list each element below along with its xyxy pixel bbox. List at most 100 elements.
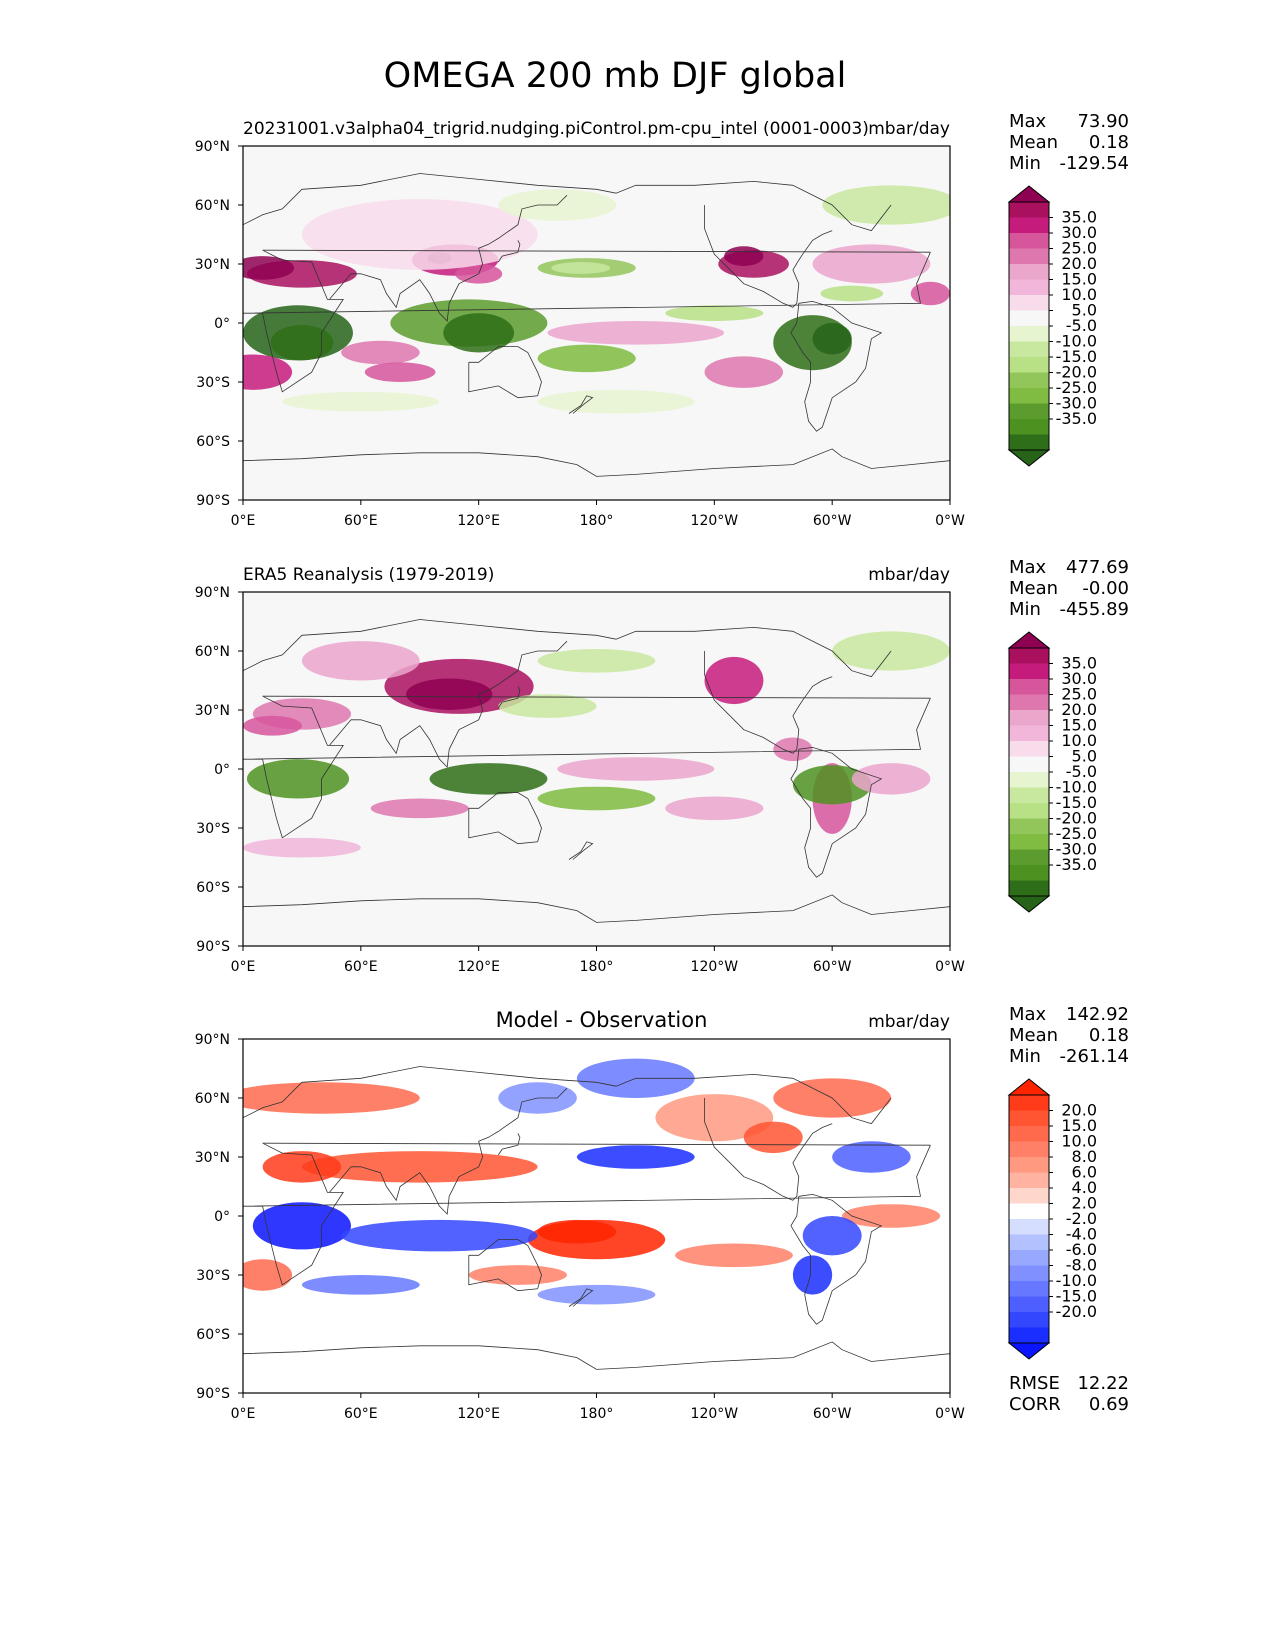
field-patch [704, 356, 784, 388]
coastline [329, 1087, 568, 1215]
y-tick-label: 60°S [196, 880, 230, 896]
colorbar-segment [1009, 648, 1049, 664]
colorbar-label: -10.0 [1056, 1271, 1097, 1290]
colorbar-segment [1009, 849, 1049, 866]
coastline [790, 1193, 883, 1325]
colorbar-segment [1009, 217, 1049, 234]
coastline [790, 746, 883, 878]
stat-min-value: -129.54 [1060, 153, 1129, 174]
colorbar-label: 10.0 [1061, 731, 1097, 750]
y-tick-label: 60°N [195, 644, 230, 660]
field-patch [675, 1243, 793, 1268]
field-patch [243, 354, 293, 390]
colorbar-label: -5.0 [1066, 762, 1097, 781]
colorbar-label: 15.0 [1061, 716, 1097, 735]
colorbar-segment [1009, 787, 1049, 804]
colorbar-segment [1009, 865, 1049, 881]
colorbar-label: 25.0 [1061, 685, 1097, 704]
y-tick-label: 30°S [196, 821, 230, 837]
field-patch [802, 1216, 862, 1256]
colorbar-label: 5.0 [1072, 747, 1097, 766]
field-patch [724, 246, 764, 266]
stat-min-label: Min [1009, 599, 1041, 620]
colorbar-label: 20.0 [1061, 254, 1097, 273]
field-patch [246, 759, 350, 799]
field-patch [498, 694, 597, 718]
field-patch [243, 1082, 420, 1114]
field-patch [773, 737, 813, 762]
colorbar-label: 20.0 [1061, 1101, 1097, 1120]
coastline [790, 300, 883, 432]
colorbar-segment [1009, 1126, 1049, 1142]
map-layer [243, 1039, 950, 1393]
x-tick-label: 60°W [813, 513, 852, 529]
colorbar-segment [1009, 279, 1049, 296]
field-patch [812, 244, 931, 284]
colorbar-segment [1009, 326, 1049, 342]
colorbar-label: -30.0 [1056, 840, 1097, 859]
colorbar-segment [1009, 1296, 1049, 1313]
y-tick-label: 0° [214, 762, 230, 778]
colorbar-segment [1009, 1157, 1049, 1173]
field-patch [547, 321, 725, 345]
field-patch [243, 837, 361, 858]
colorbar-segment [1009, 248, 1049, 265]
rmse-value: 12.22 [1077, 1373, 1129, 1394]
colorbar-label: 10.0 [1061, 285, 1097, 304]
colorbar-label: -4.0 [1066, 1225, 1097, 1244]
y-tick-label: 30°N [195, 257, 230, 273]
panel-difference: 0°E 60°E 120°E 180° 120°W 60°W 0°W 90°N 60°N 30°N… [195, 1004, 1129, 1422]
stat-max-value: 142.92 [1066, 1004, 1129, 1025]
map-layer [243, 592, 950, 946]
colorbar-label: 35.0 [1061, 654, 1097, 673]
colorbar-segment [1009, 310, 1049, 327]
y-tick-label: 60°N [195, 1091, 230, 1107]
x-tick-label: 0°W [935, 1406, 965, 1422]
colorbar-segment [1009, 772, 1049, 788]
stat-max-label: Max [1009, 557, 1047, 578]
colorbar-segment [1009, 1188, 1049, 1204]
coastline [243, 1142, 931, 1286]
colorbar-extend-top [1007, 1078, 1051, 1096]
colorbar-label: 4.0 [1072, 1178, 1097, 1197]
x-tick-label: 0°E [231, 1406, 256, 1422]
colorbar-label: -10.0 [1056, 778, 1097, 797]
x-tick-label: 0°W [935, 959, 965, 975]
coastline [568, 841, 594, 860]
colorbar-label: -8.0 [1066, 1256, 1097, 1275]
x-tick-label: 120°W [691, 513, 739, 529]
field-patch [406, 678, 493, 710]
colorbar-label: -25.0 [1056, 824, 1097, 843]
stat-max-label: Max [1009, 1004, 1047, 1025]
colorbar-label: -30.0 [1056, 394, 1097, 413]
rmse-label: RMSE [1009, 1373, 1060, 1394]
coastline [468, 346, 542, 399]
x-tick-label: 120°E [457, 513, 500, 529]
colorbar-segment [1009, 741, 1049, 757]
colorbar-segment [1009, 834, 1049, 850]
panel-units: mbar/day [868, 1012, 950, 1032]
y-tick-label: 30°S [196, 1268, 230, 1284]
colorbar-label: -35.0 [1056, 409, 1097, 428]
x-tick-label: 60°W [813, 1406, 852, 1422]
field-patch [301, 1151, 538, 1183]
field-patch [910, 281, 950, 306]
stat-min-label: Min [1009, 153, 1041, 174]
stat-mean-label: Mean [1009, 1025, 1058, 1046]
colorbar-label: -25.0 [1056, 378, 1097, 397]
stat-max-value: 477.69 [1066, 557, 1129, 578]
x-tick-label: 120°W [691, 959, 739, 975]
stat-min-label: Min [1009, 1046, 1041, 1067]
coastline [497, 240, 521, 263]
field-patch [820, 285, 884, 302]
coastline [497, 1133, 521, 1156]
panel-units: mbar/day [868, 565, 950, 585]
panel-title: 20231001.v3alpha04_trigrid.nudging.piCon… [243, 119, 869, 139]
field-patch [537, 1284, 656, 1305]
colorbar-segment [1009, 202, 1049, 218]
coastline [329, 194, 568, 322]
field-patch [429, 763, 548, 795]
coastline [243, 894, 950, 923]
field-patch [822, 185, 950, 225]
colorbar-label: -2.0 [1066, 1209, 1097, 1228]
